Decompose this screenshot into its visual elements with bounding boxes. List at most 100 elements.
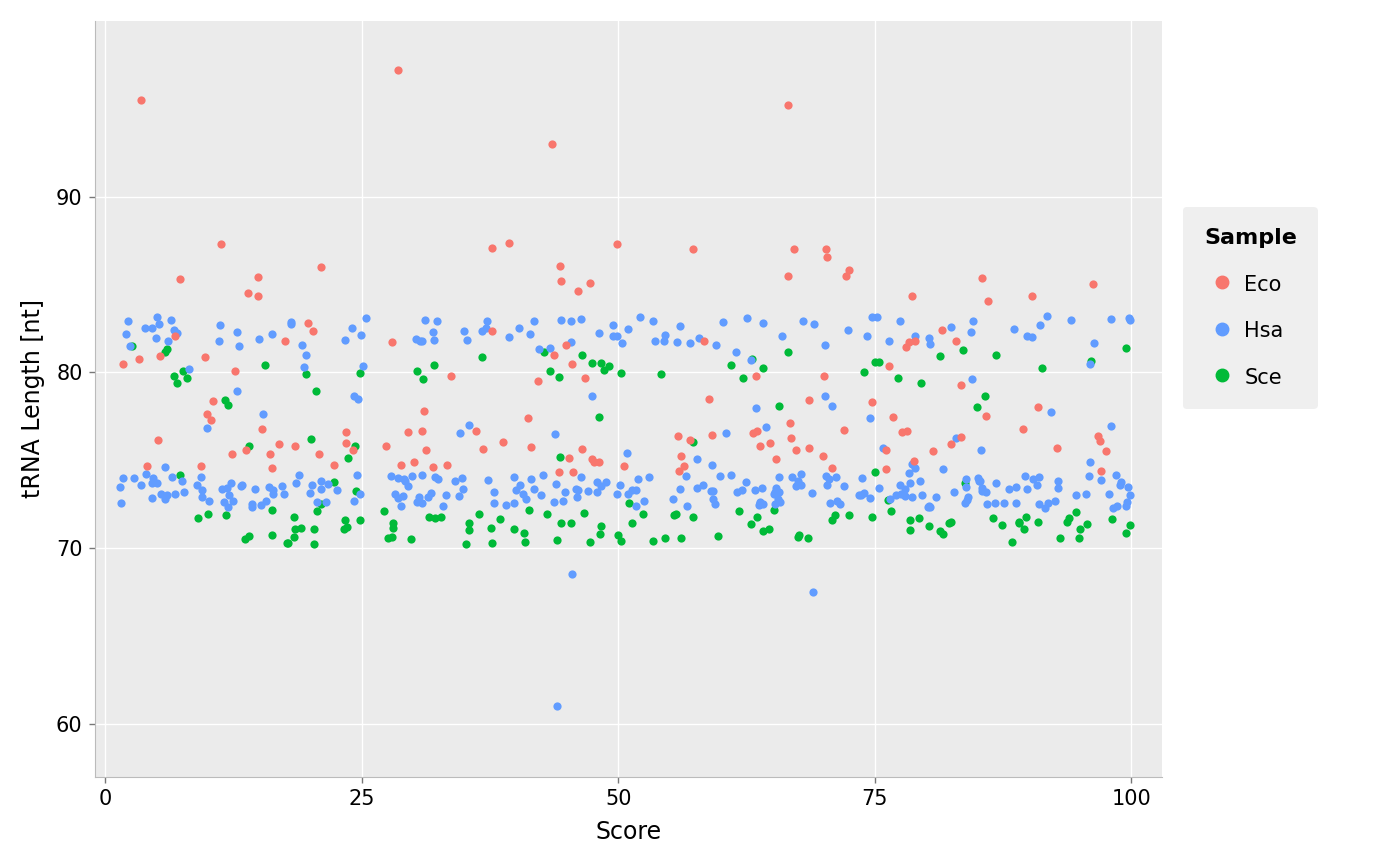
Point — [433, 499, 455, 513]
Point — [246, 270, 269, 284]
Point — [609, 478, 631, 492]
Point — [837, 508, 860, 522]
Point — [708, 469, 731, 483]
Point — [225, 325, 248, 339]
Point — [720, 468, 742, 482]
Point — [801, 486, 823, 500]
Point — [141, 477, 164, 490]
Point — [725, 345, 748, 359]
Point — [1089, 473, 1112, 487]
Point — [120, 339, 143, 353]
Point — [1005, 479, 1028, 493]
Point — [875, 443, 897, 457]
Point — [578, 276, 601, 290]
Point — [1079, 455, 1102, 469]
Point — [669, 482, 692, 496]
Point — [119, 339, 141, 353]
Point — [567, 483, 589, 497]
Point — [951, 430, 973, 444]
Point — [588, 456, 610, 470]
Point — [746, 424, 769, 438]
Point — [288, 468, 311, 482]
Point — [713, 315, 735, 329]
Point — [959, 325, 981, 339]
Point — [1028, 515, 1050, 529]
Point — [972, 271, 994, 285]
Point — [1028, 497, 1050, 510]
Point — [896, 425, 918, 439]
Point — [273, 487, 295, 501]
Point — [682, 435, 704, 449]
Point — [924, 490, 946, 504]
Point — [652, 334, 675, 348]
Point — [833, 424, 855, 438]
Point — [620, 516, 643, 529]
Point — [735, 475, 757, 489]
Point — [581, 452, 603, 465]
Point — [757, 522, 780, 536]
Point — [458, 523, 480, 537]
Point — [498, 236, 521, 250]
Point — [826, 494, 848, 508]
Point — [302, 537, 325, 551]
Point — [235, 443, 258, 457]
Point — [620, 484, 643, 497]
Point — [861, 310, 883, 324]
Point — [305, 496, 328, 509]
Point — [164, 487, 186, 501]
Point — [589, 479, 612, 493]
Point — [162, 323, 185, 336]
Point — [932, 528, 955, 541]
Point — [483, 485, 505, 499]
Point — [228, 339, 251, 353]
Point — [819, 496, 841, 509]
Point — [689, 331, 711, 345]
Point — [741, 354, 763, 368]
Point — [788, 528, 811, 541]
Point — [160, 313, 182, 327]
Point — [1100, 311, 1123, 325]
Point — [825, 471, 847, 484]
Point — [1114, 500, 1137, 514]
Point — [910, 376, 932, 390]
Point — [767, 492, 790, 506]
Point — [955, 480, 977, 494]
Point — [300, 486, 322, 500]
Point — [561, 357, 584, 371]
Point — [701, 492, 724, 506]
Point — [389, 499, 412, 513]
Point — [903, 334, 925, 348]
Point — [785, 479, 808, 493]
Point — [955, 493, 977, 507]
Point — [909, 511, 931, 525]
Point — [172, 485, 195, 499]
Point — [976, 497, 998, 511]
Point — [1079, 355, 1102, 368]
Point — [829, 497, 851, 511]
Point — [972, 481, 994, 495]
Point — [545, 477, 567, 491]
Point — [550, 313, 573, 327]
Point — [220, 476, 242, 490]
Point — [554, 338, 577, 352]
Point — [1109, 478, 1131, 492]
Point — [561, 465, 584, 478]
Point — [213, 496, 235, 509]
Point — [714, 426, 736, 440]
Point — [381, 530, 403, 544]
Point — [588, 410, 610, 424]
Point — [918, 500, 941, 514]
Point — [974, 408, 997, 422]
Point — [763, 503, 785, 516]
Point — [682, 241, 704, 255]
Point — [343, 494, 365, 508]
Point — [465, 425, 487, 439]
Point — [895, 340, 917, 354]
Point — [581, 356, 603, 369]
Point — [146, 477, 168, 490]
Point — [577, 484, 599, 498]
Point — [547, 465, 570, 478]
Point — [666, 429, 689, 443]
Point — [945, 432, 967, 445]
Point — [942, 484, 965, 498]
